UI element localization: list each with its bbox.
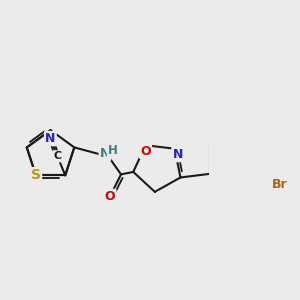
- Text: H: H: [108, 145, 118, 158]
- Text: O: O: [105, 190, 115, 203]
- Text: S: S: [31, 168, 41, 182]
- Text: C: C: [53, 151, 62, 161]
- Text: N: N: [172, 148, 183, 161]
- Text: N: N: [45, 132, 56, 145]
- Text: N: N: [100, 147, 110, 160]
- Text: Br: Br: [272, 178, 288, 191]
- Text: O: O: [140, 145, 151, 158]
